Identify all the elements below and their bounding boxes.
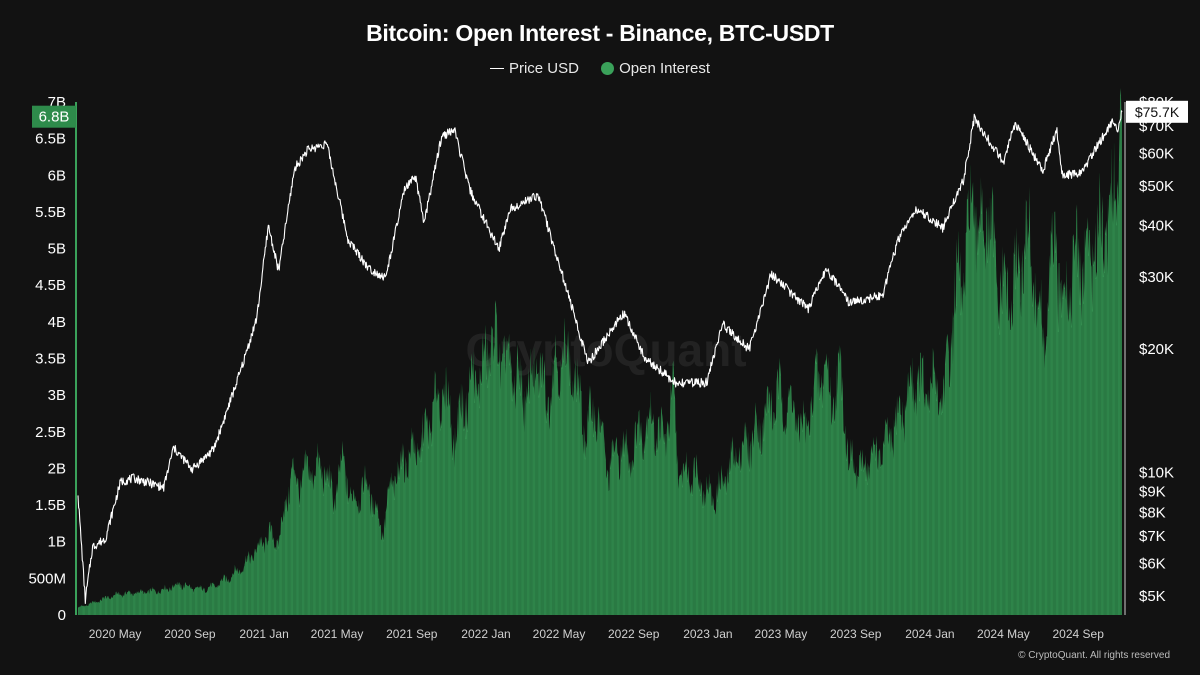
right-tick-label: $6K [1139, 556, 1166, 573]
left-tick-label: 6.5B [35, 131, 66, 148]
open-interest-bars [77, 96, 1122, 615]
x-tick-label: 2024 May [977, 627, 1030, 641]
current-price-badge [1126, 100, 1188, 123]
left-tick-label: 1.5B [35, 497, 66, 514]
current-oi-marker: 6.8B [32, 105, 76, 128]
legend: Price USD Open Interest [0, 59, 1200, 77]
x-tick-label: 2021 Sep [386, 627, 438, 641]
x-tick-label: 2023 Jan [683, 627, 732, 641]
left-tick-label: 2B [48, 460, 66, 477]
x-tick-label: 2020 Sep [164, 627, 216, 641]
x-tick-label: 2024 Jan [905, 627, 954, 641]
legend-label-price: Price USD [508, 59, 579, 77]
right-tick-label: $40K [1139, 218, 1174, 235]
x-tick-label: 2020 May [89, 627, 142, 641]
x-tick-label: 2021 May [311, 627, 364, 641]
copyright-notice: © CryptoQuant. All rights reserved [1018, 650, 1170, 661]
chart-title: Bitcoin: Open Interest - Binance, BTC-US… [366, 20, 834, 46]
current-oi-label: 6.8B [39, 109, 70, 126]
left-tick-label: 4B [48, 314, 66, 331]
right-axis-ticks: $5K$6K$7K$8K$9K$10K$20K$30K$40K$50K$60K$… [1139, 94, 1174, 605]
current-price-marker: $75.7K [1126, 100, 1188, 123]
current-oi-badge [32, 105, 76, 128]
watermark: CryptoQuant [465, 324, 746, 376]
x-tick-label: 2022 Jan [461, 627, 510, 641]
left-tick-label: 500M [28, 570, 66, 587]
x-tick-label: 2023 Sep [830, 627, 882, 641]
left-tick-label: 1B [48, 534, 66, 551]
x-tick-label: 2022 May [533, 627, 586, 641]
current-price-label: $75.7K [1135, 104, 1180, 120]
right-tick-label: $50K [1139, 178, 1174, 195]
x-tick-label: 2021 Jan [239, 627, 288, 641]
left-tick-label: 5.5B [35, 204, 66, 221]
left-tick-label: 3B [48, 387, 66, 404]
right-tick-label: $30K [1139, 269, 1174, 286]
legend-item-price[interactable]: Price USD [489, 59, 579, 77]
left-tick-label: 4.5B [35, 277, 66, 294]
price-line-layer [77, 110, 1123, 604]
right-tick-label: $8K [1139, 504, 1166, 521]
left-tick-label: 5B [48, 241, 66, 258]
right-tick-label: $5K [1139, 588, 1166, 605]
right-tick-label: $9K [1139, 483, 1166, 500]
legend-label-open-interest: Open Interest [619, 59, 711, 77]
left-tick-label: 0 [58, 607, 66, 624]
left-tick-label: 6B [48, 167, 66, 184]
legend-item-open-interest[interactable]: Open Interest [601, 60, 710, 77]
left-tick-label: 3.5B [35, 351, 66, 368]
price-line [77, 110, 1123, 604]
open-interest-area-layer [77, 88, 1122, 615]
right-tick-label: $20K [1139, 341, 1174, 358]
right-tick-label: $60K [1139, 145, 1174, 162]
x-tick-label: 2022 Sep [608, 627, 660, 641]
x-tick-label: 2024 Sep [1053, 627, 1105, 641]
left-tick-label: 2.5B [35, 424, 66, 441]
right-tick-label: $7K [1139, 528, 1166, 545]
dot-swatch-icon [601, 61, 615, 75]
x-tick-label: 2023 May [755, 627, 808, 641]
right-tick-label: $10K [1139, 465, 1174, 482]
left-axis-ticks: 0 500M 1B 1.5B 2B 2.5B 3B 3.5B 4B 4.5B 5B 5.5B 6B 6.5… [28, 94, 66, 624]
x-axis-ticks: 2020 May 2020 Sep 2021 Jan 2021 May 2021 Sep… [89, 627, 1104, 641]
line-swatch-icon [489, 67, 504, 69]
